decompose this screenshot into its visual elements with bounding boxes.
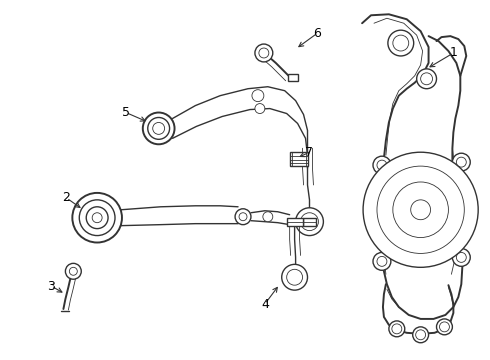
Circle shape	[143, 113, 174, 144]
Circle shape	[377, 256, 387, 266]
Circle shape	[393, 35, 409, 51]
Circle shape	[65, 264, 81, 279]
Text: 3: 3	[48, 280, 55, 293]
Circle shape	[70, 267, 77, 275]
Text: 4: 4	[261, 297, 269, 311]
Circle shape	[282, 264, 308, 290]
Circle shape	[452, 248, 470, 266]
Text: 6: 6	[314, 27, 321, 40]
Circle shape	[440, 322, 449, 332]
Circle shape	[452, 153, 470, 171]
Circle shape	[92, 213, 102, 223]
Text: 2: 2	[62, 192, 71, 204]
Circle shape	[86, 207, 108, 229]
Bar	[302, 218, 317, 226]
Circle shape	[73, 193, 122, 243]
Circle shape	[148, 117, 170, 139]
Text: 5: 5	[122, 106, 130, 119]
Circle shape	[389, 321, 405, 337]
Circle shape	[413, 327, 429, 343]
Circle shape	[393, 182, 448, 238]
Circle shape	[456, 157, 466, 167]
Circle shape	[79, 200, 115, 235]
Circle shape	[252, 90, 264, 102]
Text: 1: 1	[449, 46, 457, 59]
Circle shape	[153, 122, 165, 134]
Text: 7: 7	[305, 146, 314, 159]
Circle shape	[377, 160, 387, 170]
Circle shape	[456, 252, 466, 262]
Circle shape	[411, 200, 431, 220]
Circle shape	[263, 212, 273, 222]
Circle shape	[239, 213, 247, 221]
Circle shape	[235, 209, 251, 225]
Circle shape	[416, 69, 437, 89]
Circle shape	[437, 319, 452, 335]
Circle shape	[259, 48, 269, 58]
Circle shape	[287, 269, 302, 285]
Circle shape	[373, 156, 391, 174]
Bar	[290, 152, 308, 166]
Circle shape	[255, 44, 273, 62]
Bar	[288, 74, 297, 81]
Circle shape	[300, 213, 318, 231]
Circle shape	[295, 208, 323, 235]
Circle shape	[373, 252, 391, 270]
Circle shape	[255, 104, 265, 113]
Circle shape	[363, 152, 478, 267]
Circle shape	[392, 324, 402, 334]
Circle shape	[388, 30, 414, 56]
Circle shape	[377, 166, 465, 253]
Bar	[287, 218, 302, 226]
Circle shape	[420, 73, 433, 85]
Circle shape	[416, 330, 426, 340]
